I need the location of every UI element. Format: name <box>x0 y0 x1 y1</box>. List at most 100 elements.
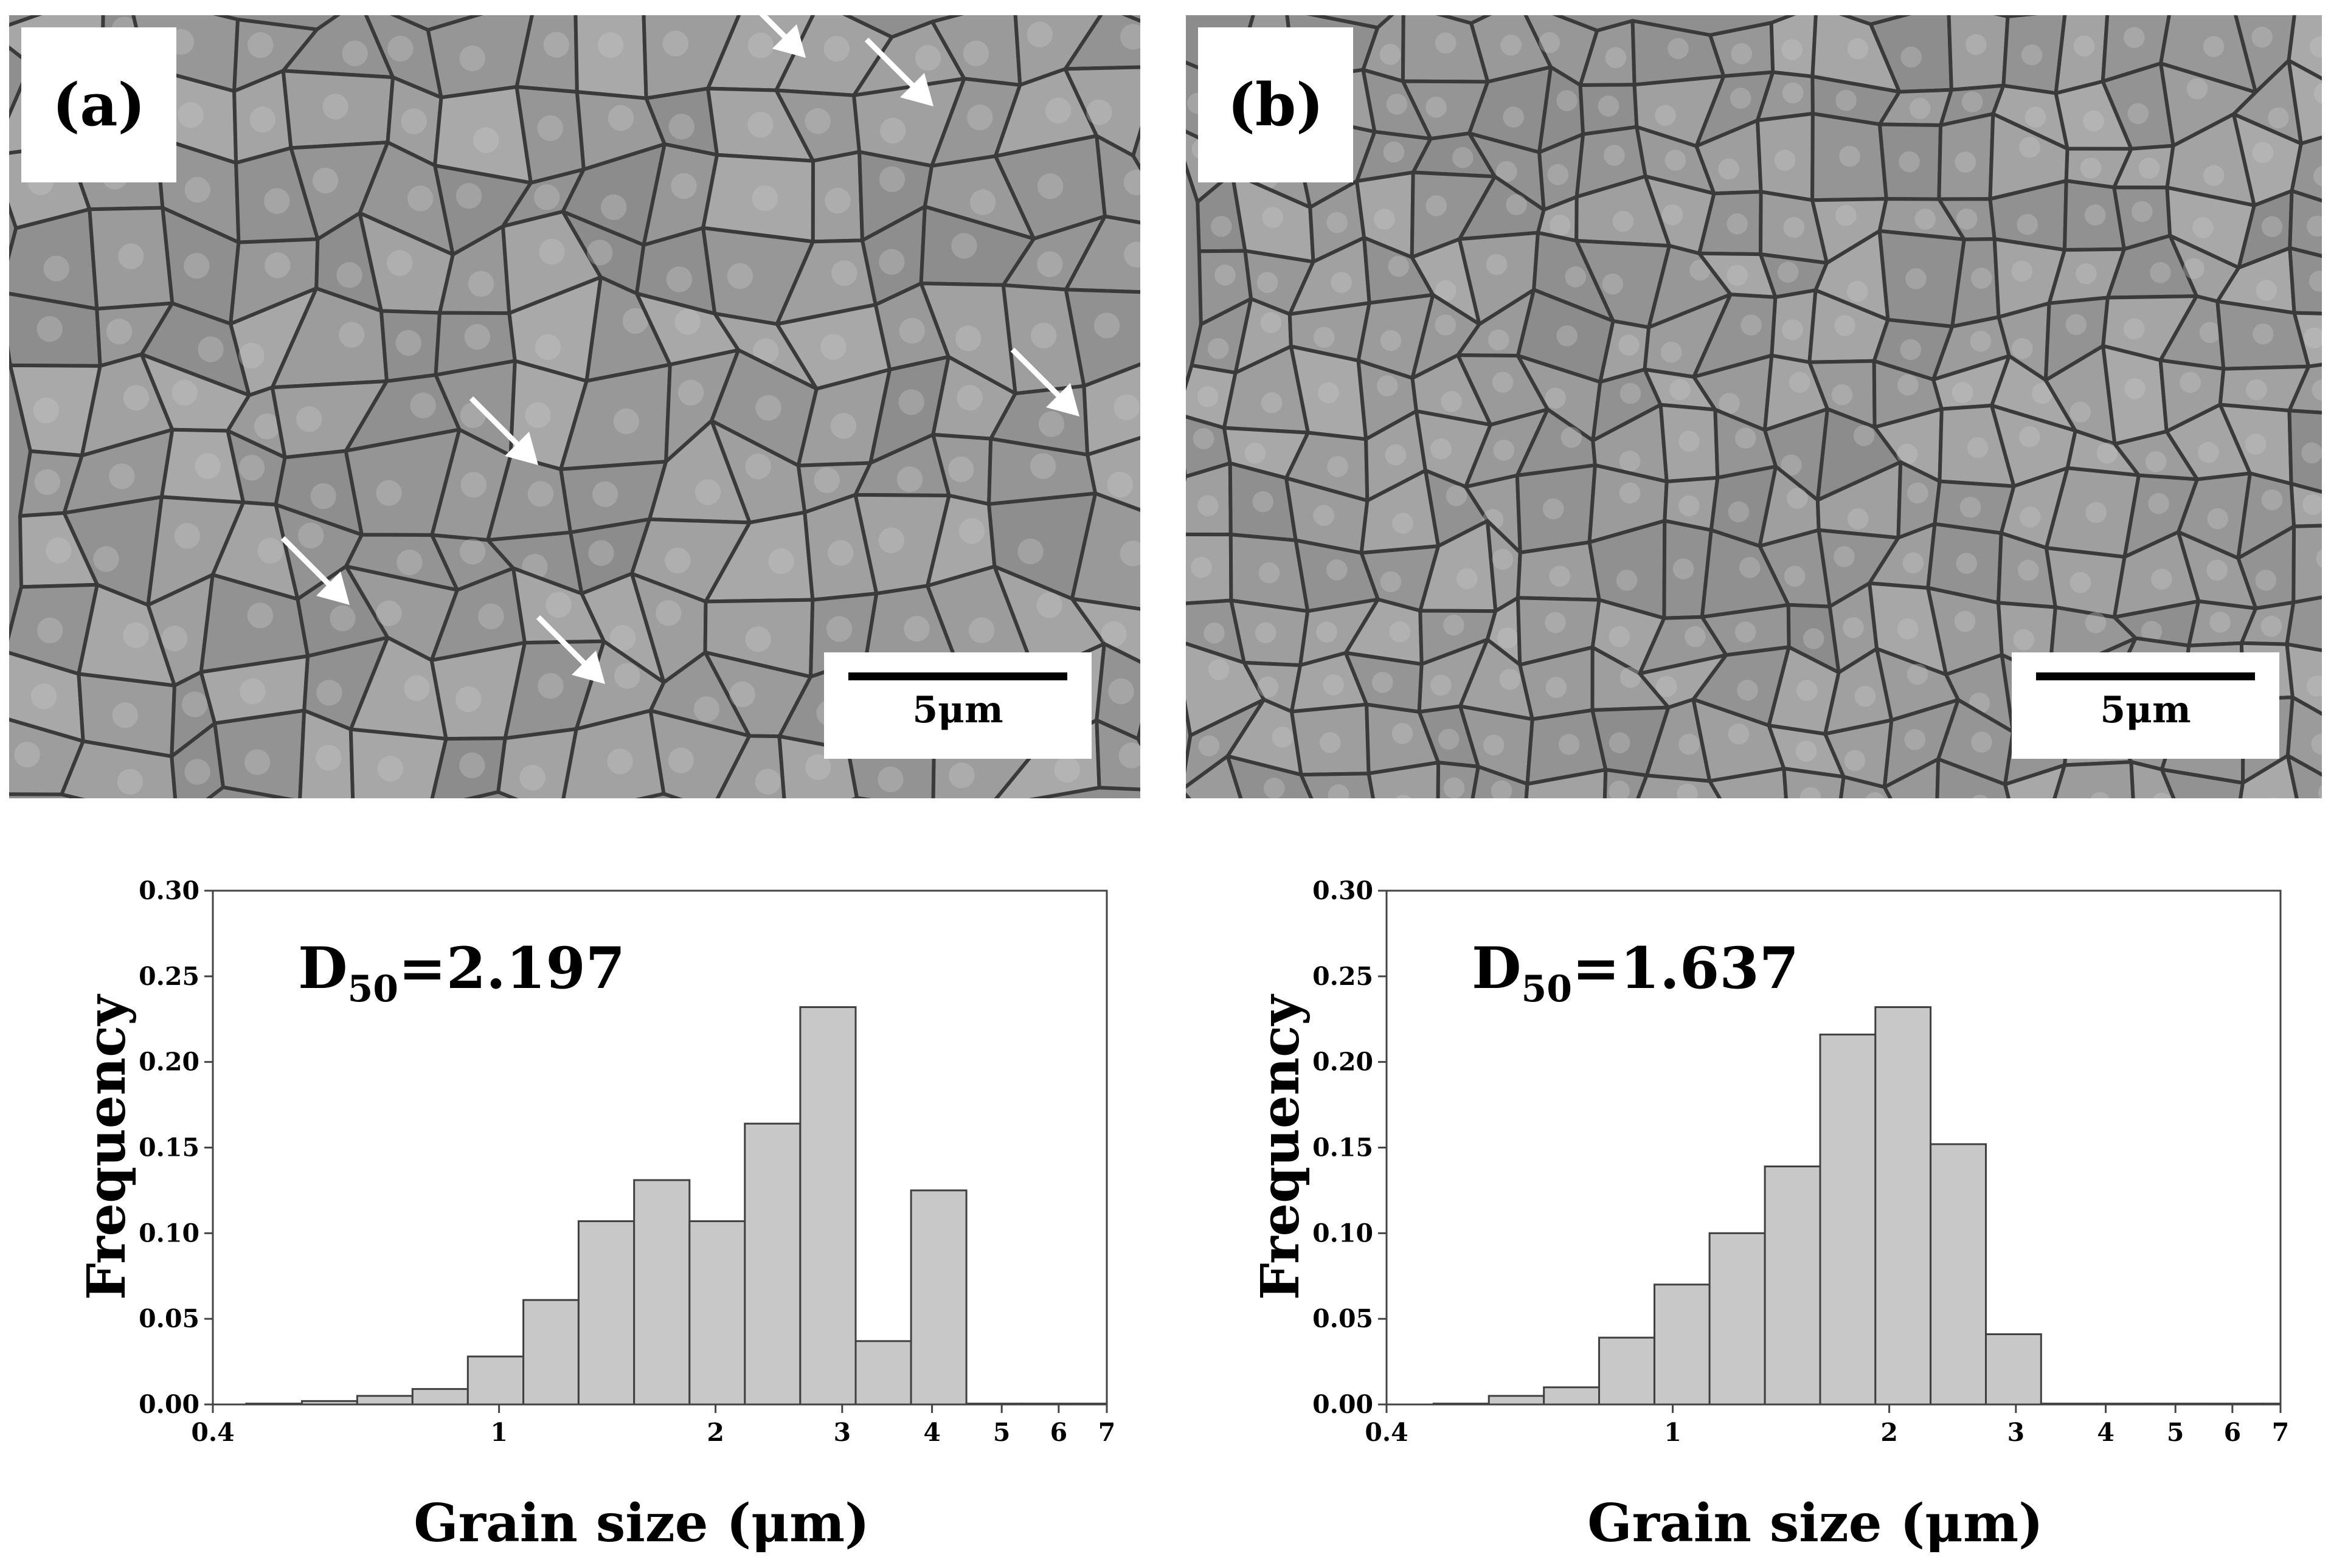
micrograph-a-grain-highlight <box>613 408 640 435</box>
micrograph-a-grain <box>1064 214 1140 294</box>
micrograph-a-grain-highlight <box>238 455 265 481</box>
micrograph-b-grain <box>1225 754 1314 798</box>
micrograph-b-grain-highlight <box>1542 498 1564 520</box>
micrograph-a-grain-highlight <box>1107 471 1134 498</box>
micrograph-b-grain-highlight <box>1900 46 1922 68</box>
micrograph-b-grain-highlight <box>1320 732 1341 753</box>
micrograph-b-grain-highlight <box>2083 110 2104 132</box>
micrograph-a-grain <box>60 739 178 798</box>
histogram-b-d50-value: =1.637 <box>1572 935 1799 1002</box>
micrograph-a-grain-highlight <box>397 549 423 576</box>
micrograph-b-grain-highlight <box>1207 338 1229 359</box>
micrograph-b-grain-highlight <box>1395 795 1411 798</box>
micrograph-b-grain-highlight <box>1839 145 1860 167</box>
micrograph-a-grain-highlight <box>546 592 572 618</box>
micrograph-a-grain-highlight <box>330 605 356 632</box>
histogram-b-y-tick-label: 0.25 <box>1312 962 1373 991</box>
scale-bar-line-a <box>848 672 1067 680</box>
micrograph-b-grain-highlight <box>2021 44 2043 66</box>
micrograph-b-grain-highlight <box>1558 734 1580 755</box>
micrograph-a-grain-highlight <box>668 114 695 140</box>
micrograph-b-grain-highlight <box>1904 729 1926 750</box>
micrograph-b-grain-highlight <box>1847 38 1869 60</box>
micrograph-a-grain <box>648 708 752 798</box>
histogram-b-bar <box>1930 1143 1987 1406</box>
micrograph-a-grain-highlight <box>198 336 224 362</box>
micrograph-a-grain-highlight <box>33 397 59 424</box>
micrograph-a-grain-highlight <box>1017 538 1044 565</box>
micrograph-a-grain-highlight <box>666 266 693 292</box>
histogram-a-x-tick-label: 3 <box>834 1418 851 1447</box>
micrograph-b-grain-highlight <box>1380 571 1402 593</box>
micrograph-b-grain-highlight <box>1452 147 1474 168</box>
micrograph-b-grain-highlight <box>1318 382 1339 404</box>
micrograph-b-grain-highlight <box>1488 329 1509 351</box>
micrograph-b-grain-highlight <box>1486 254 1508 275</box>
histogram-b-x-tick-label: 6 <box>2224 1418 2242 1447</box>
micrograph-b-grain-highlight <box>1323 674 1344 696</box>
micrograph-a-grain-highlight <box>948 456 974 483</box>
micrograph-b-grain-highlight <box>1331 272 1352 293</box>
micrograph-b-grain-highlight <box>1727 213 1748 235</box>
micrograph-a-grain-highlight <box>527 481 554 507</box>
micrograph-a-grain-highlight <box>36 316 63 342</box>
micrograph-a-grain-highlight <box>1120 541 1140 567</box>
micrograph-a-grain-highlight <box>401 108 427 134</box>
micrograph-b-grain-highlight <box>1961 91 1983 112</box>
micrograph-a-grain-highlight <box>184 253 210 279</box>
micrograph-b-grain-highlight <box>1735 427 1756 449</box>
micrograph-b-grain <box>2289 482 2322 528</box>
histogram-a-x-tick-label: 5 <box>993 1418 1011 1447</box>
histogram-a: 0.00 0.05 0.10 0.15 0.20 0.25 0.30 0.4 1 2 3 4 5 6 7 Gr… <box>76 876 1115 1554</box>
micrograph-a-grain-highlight <box>195 453 221 479</box>
micrograph-a-grain-highlight <box>608 105 634 131</box>
histogram-b-bar <box>1985 1333 2042 1406</box>
micrograph-a-grain <box>1064 288 1140 388</box>
histogram-a-d50-value: =2.197 <box>398 935 625 1002</box>
micrograph-b-grain-highlight <box>2203 165 2225 186</box>
micrograph-b-grain-highlight <box>1689 259 1711 281</box>
histogram-a-bar <box>910 1189 968 1406</box>
micrograph-a-grain-highlight <box>879 166 906 192</box>
micrograph-a-grain-highlight <box>171 379 198 406</box>
micrograph-b-grain <box>2287 58 2322 146</box>
histogram-a-bar <box>411 1388 469 1406</box>
micrograph-a-grain-highlight <box>93 546 119 572</box>
micrograph-b-grain-highlight <box>1252 491 1273 513</box>
histogram-a-y-tick-label: 0.05 <box>139 1304 199 1333</box>
histogram-a-bar <box>522 1299 580 1406</box>
micrograph-a-grain-highlight <box>249 106 275 133</box>
micrograph-a-grain-highlight <box>729 681 755 708</box>
micrograph-a-grain-highlight <box>671 173 697 199</box>
micrograph-b-grain-highlight <box>1899 151 1920 173</box>
micrograph-b-grain-highlight <box>2261 216 2283 238</box>
micrograph-b-grain-highlight <box>1385 444 1407 466</box>
micrograph-b-grain <box>1935 757 2011 798</box>
histogram-a-bar <box>466 1355 525 1406</box>
scale-bar-label-a: 5μm <box>912 689 1003 731</box>
micrograph-b-grain <box>2129 760 2176 798</box>
micrograph-a-grain-highlight <box>36 617 63 644</box>
micrograph-a-grain-highlight <box>30 683 57 710</box>
micrograph-a-grain-highlight <box>310 483 336 509</box>
micrograph-a-grain-highlight <box>118 243 144 269</box>
micrograph-a-grain <box>348 727 448 798</box>
micrograph-b-grain <box>2292 311 2322 368</box>
micrograph-b-grain-highlight <box>1435 32 1456 54</box>
micrograph-a-grain <box>1086 436 1140 512</box>
micrograph-b-grain-highlight <box>2253 323 2274 345</box>
micrograph-b-grain-highlight <box>1211 216 1232 237</box>
micrograph-b-grain-highlight <box>1492 548 1514 570</box>
micrograph-a-grain-highlight <box>459 45 485 72</box>
micrograph-a-grain-highlight <box>1093 313 1120 339</box>
micrograph-b-grain-highlight <box>1854 686 1876 707</box>
micrograph-b-grain-highlight <box>1500 35 1522 56</box>
micrograph-a-grain-highlight <box>597 32 624 58</box>
micrograph-b-grain-highlight <box>2076 263 2097 285</box>
histogram-a-bar <box>799 1006 857 1406</box>
micrograph-b-grain-highlight <box>2124 378 2146 399</box>
micrograph-a-grain-highlight <box>342 40 368 66</box>
micrograph-b-grain-highlight <box>1326 559 1348 581</box>
micrograph-b-grain-highlight <box>1616 570 1638 591</box>
histogram-b-x-tick-label: 5 <box>2167 1418 2184 1447</box>
